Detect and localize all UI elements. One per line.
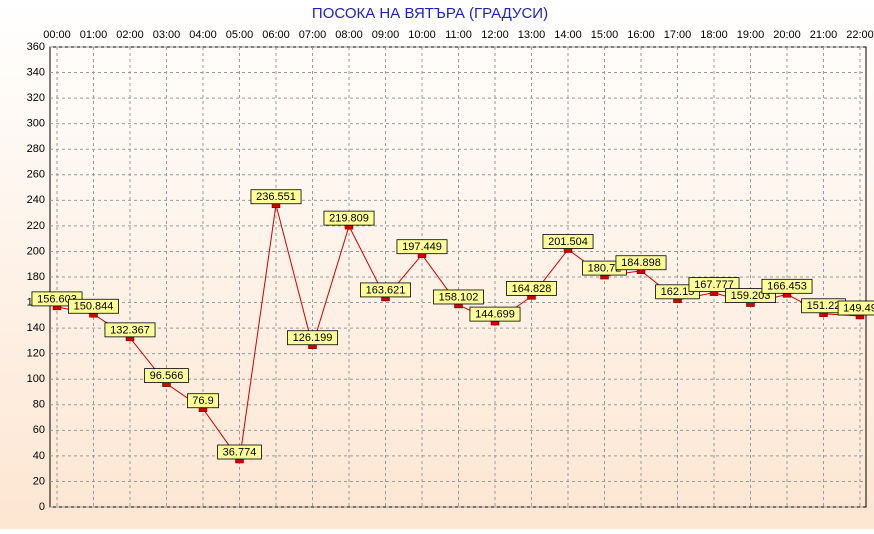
y-tick-label: 260	[27, 169, 45, 181]
data-label: 159.203	[731, 290, 771, 302]
data-label-box	[250, 189, 302, 205]
data-label: 126.199	[293, 332, 333, 344]
x-tick-label: 02:00	[116, 29, 144, 41]
data-label-box	[323, 210, 375, 226]
x-tick-label: 20:00	[773, 29, 801, 41]
x-tick-label: 10:00	[408, 29, 436, 41]
x-tick-label: 00:00	[43, 29, 71, 41]
data-label-box	[469, 306, 521, 322]
y-tick-label: 200	[27, 245, 45, 257]
data-label: 151.22	[807, 300, 841, 312]
data-label: 184.898	[621, 257, 661, 269]
data-label-box	[68, 298, 119, 314]
data-label: 162.15	[661, 286, 695, 298]
x-tick-label: 18:00	[700, 29, 728, 41]
x-tick-label: 08:00	[335, 29, 363, 41]
data-label: 76.9	[192, 395, 213, 407]
data-label: 219.809	[329, 213, 369, 225]
data-label-box	[761, 278, 813, 294]
y-tick-label: 100	[27, 373, 45, 385]
y-tick-label: 80	[33, 399, 45, 411]
data-label: 96.566	[150, 370, 184, 382]
y-tick-label: 0	[39, 501, 45, 513]
x-tick-label: 12:00	[481, 29, 509, 41]
y-tick-label: 140	[27, 322, 45, 334]
data-label: 163.621	[366, 284, 406, 296]
data-label: 201.504	[548, 236, 588, 248]
y-tick-label: 320	[27, 92, 45, 104]
data-label-box	[396, 239, 448, 255]
x-tick-label: 13:00	[518, 29, 546, 41]
data-label-box	[837, 300, 874, 316]
data-label: 180.72	[588, 262, 622, 274]
data-label-box	[144, 368, 189, 384]
data-label: 164.828	[512, 283, 552, 295]
x-tick-label: 09:00	[372, 29, 400, 41]
y-tick-label: 280	[27, 143, 45, 155]
data-label-box	[186, 393, 219, 409]
data-label-box	[506, 280, 557, 296]
data-label-box	[217, 444, 262, 460]
data-label: 144.699	[475, 309, 515, 321]
data-label: 197.449	[402, 241, 442, 253]
x-tick-label: 15:00	[591, 29, 619, 41]
x-tick-label: 05:00	[226, 29, 254, 41]
x-tick-label: 11:00	[445, 29, 472, 41]
data-label-box	[433, 289, 484, 305]
x-tick-label: 17:00	[664, 29, 692, 41]
y-tick-label: 300	[27, 118, 45, 130]
y-tick-label: 40	[33, 450, 45, 462]
data-label: 156.603	[37, 293, 77, 305]
x-tick-label: 03:00	[153, 29, 181, 41]
data-label: 236.551	[256, 191, 296, 203]
x-tick-label: 07:00	[299, 29, 327, 41]
x-tick-label: 19:00	[737, 29, 765, 41]
x-tick-label: 01:00	[80, 29, 108, 41]
y-tick-label: 240	[27, 194, 45, 206]
chart-title: ПОСОКА НА ВЯТЪРА (ГРАДУСИ)	[312, 5, 548, 22]
y-tick-label: 120	[27, 348, 45, 360]
x-tick-label: 21:00	[810, 29, 838, 41]
data-label-box	[542, 234, 594, 249]
data-label: 166.453	[767, 281, 807, 293]
data-label-box	[104, 322, 156, 338]
y-tick-label: 20	[33, 475, 45, 487]
x-tick-label: 22:00	[846, 29, 874, 41]
data-label: 132.367	[110, 324, 150, 336]
y-tick-label: 60	[33, 424, 45, 436]
data-label-box	[287, 330, 338, 346]
data-label: 158.102	[439, 291, 479, 303]
data-label: 150.844	[74, 301, 114, 313]
data-label-box	[688, 277, 740, 293]
x-tick-label: 06:00	[262, 29, 290, 41]
y-tick-label: 220	[27, 220, 45, 232]
y-tick-label: 180	[27, 271, 45, 283]
y-tick-label: 340	[27, 66, 45, 78]
x-tick-label: 16:00	[627, 29, 655, 41]
data-label: 167.777	[694, 279, 734, 291]
x-tick-label: 04:00	[189, 29, 217, 41]
x-tick-label: 14:00	[554, 29, 582, 41]
data-label-box	[360, 282, 411, 298]
data-label: 36.774	[223, 446, 257, 458]
data-label: 149.49	[843, 302, 874, 314]
data-label-box	[615, 255, 667, 271]
y-tick-label: 360	[27, 41, 45, 53]
